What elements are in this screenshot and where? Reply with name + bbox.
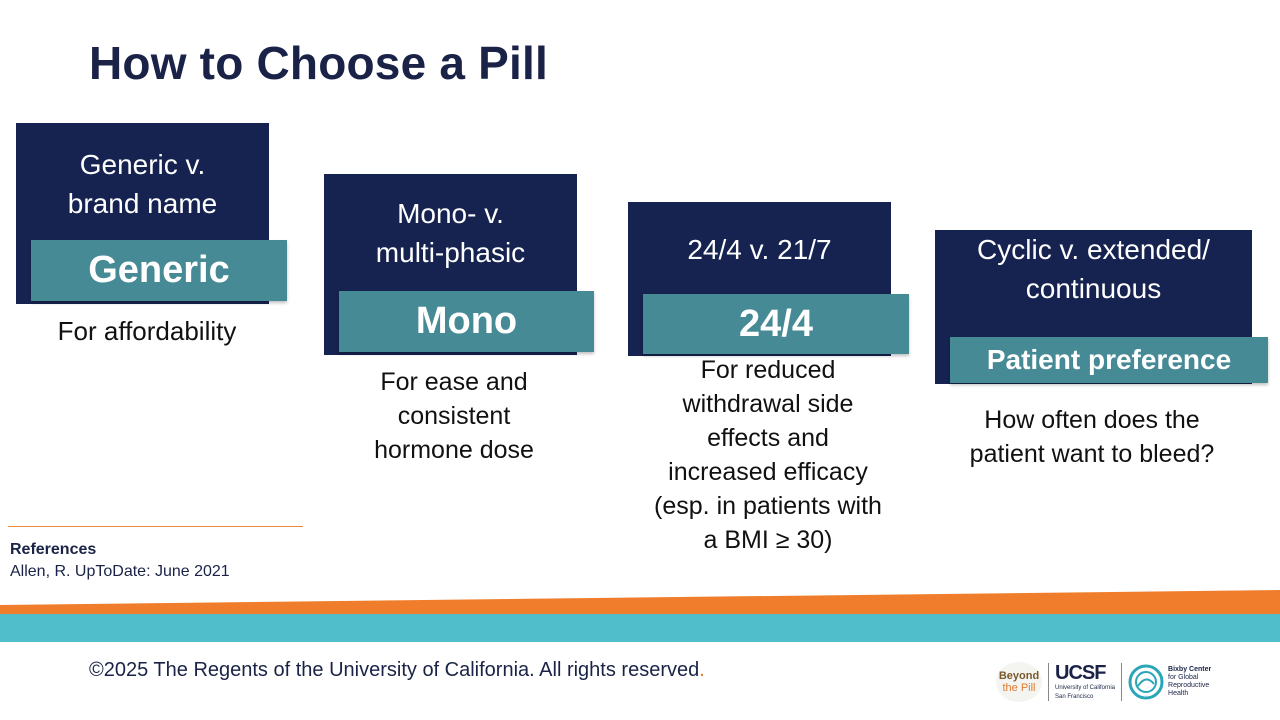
copyright-text: ©2025 The Regents of the University of C… (89, 659, 705, 682)
bixby-emblem-icon (1128, 664, 1164, 700)
references-heading: References (10, 541, 97, 558)
description-line: How often does the (984, 406, 1200, 434)
description-line: effects and (707, 424, 829, 452)
badge-24-4: 24/4 (643, 294, 909, 354)
card-description: For reduced withdrawal side effects and … (628, 353, 908, 557)
teal-band (0, 614, 1280, 642)
ucsf-logo-sub: University of California (1055, 685, 1116, 691)
slide-title: How to Choose a Pill (89, 37, 548, 89)
card-heading-line: Cyclic v. extended/ (977, 234, 1210, 265)
beyond-logo-line1: Beyond (998, 670, 1040, 682)
description-line: (esp. in patients with (654, 492, 882, 520)
badge-generic: Generic (31, 240, 287, 301)
badge-patient-preference: Patient preference (950, 337, 1268, 383)
ucsf-logo: UCSF University of California San Franci… (1055, 662, 1115, 702)
footer-color-bands (0, 590, 1280, 642)
description-line: withdrawal side (682, 390, 854, 418)
beyond-logo-line2: the Pill (1002, 682, 1036, 694)
card-heading-line: continuous (1025, 273, 1162, 304)
description-line: a BMI ≥ 30) (703, 526, 833, 554)
bixby-logo-line: Bixby Center (1168, 666, 1212, 673)
ucsf-logo-text: UCSF (1055, 662, 1106, 684)
description-line: For reduced (700, 356, 836, 384)
orange-band (0, 590, 1280, 620)
bixby-logo-line: Health (1168, 690, 1189, 697)
description-line: For affordability (57, 316, 237, 346)
bixby-logo-line: Reproductive (1168, 682, 1210, 689)
bixby-logo-line: for Global (1168, 674, 1199, 681)
copyright-period: . (699, 659, 705, 681)
card-heading: 24/4 v. 21/7 (687, 230, 831, 269)
card-heading-line: Mono- v. (397, 198, 504, 229)
description-line: consistent (397, 402, 511, 430)
card-description: How often does the patient want to bleed… (935, 403, 1249, 471)
logo-divider (1048, 663, 1049, 701)
card-heading: Cyclic v. extended/ continuous (977, 230, 1210, 308)
card-description: For ease and consistent hormone dose (323, 365, 585, 467)
logo-divider (1121, 663, 1123, 701)
card-heading: Mono- v. multi-phasic (376, 194, 525, 272)
description-line: increased efficacy (668, 458, 868, 486)
card-heading-line: multi-phasic (375, 237, 526, 268)
card-heading: Generic v. brand name (68, 145, 217, 223)
badge-mono: Mono (339, 291, 594, 352)
description-line: For ease and (380, 368, 528, 396)
beyond-the-pill-logo: Beyond the Pill (996, 662, 1042, 702)
description-line: hormone dose (374, 436, 534, 464)
card-description: For affordability (16, 314, 278, 348)
card-heading-line: brand name (67, 188, 218, 219)
description-line: patient want to bleed? (969, 440, 1215, 468)
bixby-center-logo: Bixby Center for Global Reproductive Hea… (1128, 664, 1211, 700)
card-heading-line: Generic v. (79, 149, 206, 180)
references-divider (8, 526, 303, 527)
ucsf-logo-sub: San Francisco (1055, 694, 1094, 700)
references-text: Allen, R. UpToDate: June 2021 (10, 563, 230, 580)
bixby-logo-text: Bixby Center for Global Reproductive Hea… (1168, 666, 1211, 698)
card-heading-line: 24/4 v. 21/7 (687, 234, 832, 265)
copyright-main: ©2025 The Regents of the University of C… (89, 659, 700, 681)
partner-logos: Beyond the Pill UCSF University of Calif… (996, 660, 1211, 704)
